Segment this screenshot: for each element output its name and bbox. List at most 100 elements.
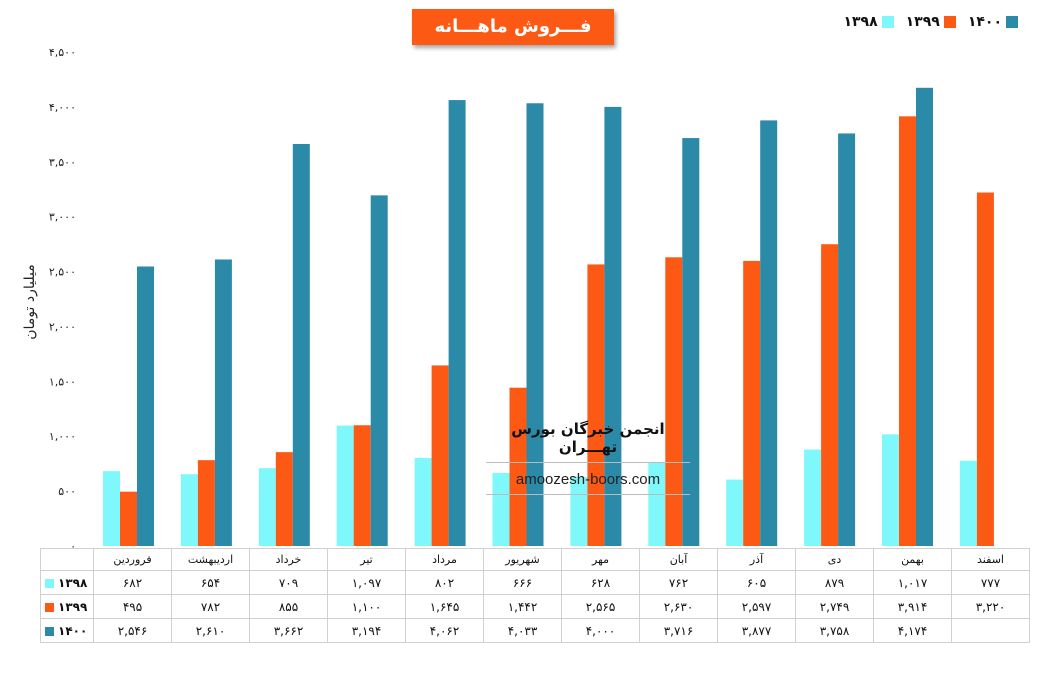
bar [648, 462, 666, 546]
data-label: ۸۵۵ [249, 594, 328, 619]
category-label: آبان [639, 548, 718, 571]
data-table: فروردین اردیبهشت خرداد تیر مرداد شهریور مهر آبا… [40, 548, 1030, 643]
data-label: ۳,۸۷۷ [717, 618, 796, 643]
bar [292, 143, 310, 546]
series-name: ۱۳۹۹ [58, 599, 88, 614]
data-label: ۷۶۲ [639, 570, 718, 595]
data-label: ۸۷۹ [795, 570, 874, 595]
chart-title: فـــروش ماهـــانه کـــچاد [412, 9, 614, 73]
data-label: ۳,۱۹۴ [327, 618, 406, 643]
table-corner [40, 548, 94, 571]
category-label: دی [795, 548, 874, 571]
legend-label-1400: ۱۴۰۰ [967, 14, 1002, 30]
bar [509, 387, 527, 546]
bar [120, 491, 137, 546]
data-label: ۷۰۹ [249, 570, 328, 595]
bar [760, 120, 778, 547]
series-name: ۱۳۹۸ [58, 575, 88, 590]
bar [214, 259, 232, 546]
data-label: ۱,۴۴۲ [483, 594, 562, 619]
data-label: ۴۹۵ [93, 594, 172, 619]
y-tick-label: ۲,۰۰۰ [49, 320, 76, 333]
category-label: تیر [327, 548, 406, 571]
bars [103, 87, 994, 547]
data-label: ۴,۰۳۳ [483, 618, 562, 643]
bar [103, 471, 120, 546]
bar [743, 260, 761, 546]
table-header-row: فروردین اردیبهشت خرداد تیر مرداد شهریور مهر آبا… [40, 548, 1030, 571]
bar [526, 103, 544, 546]
data-label: ۱,۰۱۷ [873, 570, 952, 595]
bar [604, 106, 622, 546]
data-label: ۶۵۴ [171, 570, 250, 595]
bar [821, 244, 839, 546]
series-swatch [45, 626, 54, 636]
category-label: آذر [717, 548, 796, 571]
data-label: ۴,۰۶۲ [405, 618, 484, 643]
bar [899, 116, 916, 547]
y-tick-label: ۱,۵۰۰ [49, 375, 76, 388]
category-label: اسفند [951, 548, 1030, 571]
data-label: ۲,۵۶۵ [561, 594, 640, 619]
data-label: ۳,۷۱۶ [639, 618, 718, 643]
bar [682, 138, 700, 546]
legend-label-1399: ۱۳۹۹ [905, 14, 940, 30]
category-label: فروردین [93, 548, 172, 571]
category-label: اردیبهشت [171, 548, 250, 571]
y-tick-label: ۵۰۰ [58, 485, 76, 498]
bar [414, 457, 432, 546]
category-label: مهر [561, 548, 640, 571]
data-label [951, 618, 1030, 643]
data-label: ۳,۲۲۰ [951, 594, 1030, 619]
data-label: ۱,۶۴۵ [405, 594, 484, 619]
bar [275, 452, 293, 546]
series-label: ۱۳۹۹ [40, 594, 94, 619]
category-label: مرداد [405, 548, 484, 571]
bar [180, 474, 198, 546]
y-axis-label: میلیارد تومان [22, 264, 38, 340]
y-tick-label: ۳,۰۰۰ [49, 211, 76, 224]
legend-item-1400: ۱۴۰۰ [968, 14, 1018, 30]
bar-chart: ۰ ۵۰۰ ۱,۰۰۰ ۱,۵۰۰ ۲,۰۰۰ ۲,۵۰۰ ۳,۰۰۰ ۳,۵۰۰ ۴,۰۰۰ ۴… [49, 46, 994, 548]
data-label: ۸۰۲ [405, 570, 484, 595]
data-label: ۱,۱۰۰ [327, 594, 406, 619]
bar [448, 100, 466, 546]
legend-swatch-1398 [881, 16, 894, 28]
legend-item-1399: ۱۳۹۹ [906, 14, 956, 30]
table-row: ۱۳۹۹ ۴۹۵ ۷۸۲ ۸۵۵ ۱,۱۰۰ ۱,۶۴۵ ۱,۴۴۲ ۲,۵۶۵ ۲,۶۳۰ ۲,… [40, 594, 1030, 619]
data-label: ۷۷۷ [951, 570, 1030, 595]
bar [726, 479, 744, 546]
data-label: ۲,۷۴۹ [795, 594, 874, 619]
bar [370, 195, 388, 546]
legend-label-1398: ۱۳۹۸ [843, 14, 878, 30]
bar [882, 434, 899, 546]
series-label: ۱۴۰۰ [40, 618, 94, 643]
data-label: ۳,۹۱۴ [873, 594, 952, 619]
y-tick-label: ۴,۵۰۰ [49, 46, 76, 59]
data-label: ۲,۶۱۰ [171, 618, 250, 643]
data-label: ۳,۶۶۲ [249, 618, 328, 643]
series-name: ۱۴۰۰ [58, 623, 88, 638]
y-tick-label: ۱,۰۰۰ [49, 430, 76, 443]
data-label: ۳,۷۵۸ [795, 618, 874, 643]
bar [665, 257, 683, 546]
data-label: ۶۸۲ [93, 570, 172, 595]
series-swatch [45, 602, 54, 612]
data-label: ۶۶۶ [483, 570, 562, 595]
bar [353, 425, 371, 546]
series-swatch [45, 578, 54, 588]
watermark-url: amoozesh-boors.com [486, 463, 690, 495]
data-label: ۴,۰۰۰ [561, 618, 640, 643]
category-label: بهمن [873, 548, 952, 571]
data-label: ۶۲۸ [561, 570, 640, 595]
y-axis: ۰ ۵۰۰ ۱,۰۰۰ ۱,۵۰۰ ۲,۰۰۰ ۲,۵۰۰ ۳,۰۰۰ ۳,۵۰۰ ۴,۰۰۰ ۴… [49, 46, 76, 548]
table-row: ۱۳۹۸ ۶۸۲ ۶۵۴ ۷۰۹ ۱,۰۹۷ ۸۰۲ ۶۶۶ ۶۲۸ ۷۶۲ ۶۰۵ ۸۷۹ ۱,۰۱… [40, 570, 1030, 595]
data-label: ۲,۵۴۶ [93, 618, 172, 643]
category-label: خرداد [249, 548, 328, 571]
watermark: انجمن خبرگان بورس تهـــران amoozesh-boor… [486, 420, 690, 495]
bar [587, 264, 605, 546]
y-tick-label: ۲,۵۰۰ [49, 266, 76, 279]
bar [492, 472, 510, 546]
bar [838, 133, 856, 546]
y-tick-label: ۳,۵۰۰ [49, 156, 76, 169]
